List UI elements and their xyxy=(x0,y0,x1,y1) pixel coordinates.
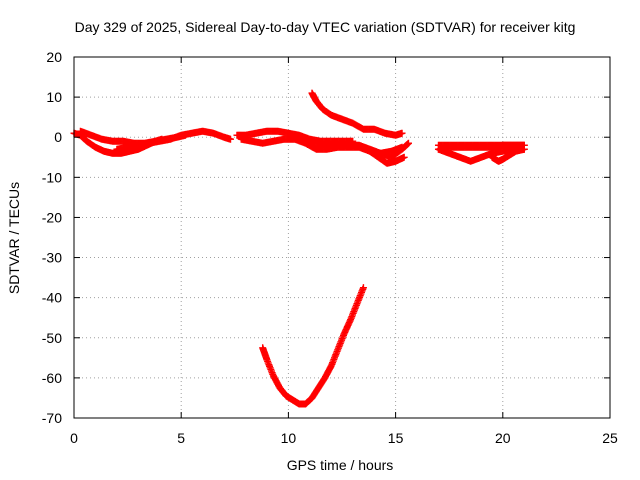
x-tick-label: 25 xyxy=(602,430,618,446)
y-tick-label: -50 xyxy=(42,330,62,346)
y-axis-label: SDTVAR / TECUs xyxy=(6,182,22,294)
y-tick-label: -40 xyxy=(42,290,62,306)
series-arc11 xyxy=(434,141,528,149)
series-arc7 xyxy=(366,147,408,167)
x-tick-label: 5 xyxy=(177,430,185,446)
y-tick-label: -10 xyxy=(42,169,62,185)
plot-area xyxy=(70,89,528,408)
y-tick-label: 10 xyxy=(46,89,62,105)
x-axis-label: GPS time / hours xyxy=(287,457,394,473)
x-tick-label: 0 xyxy=(70,430,78,446)
series-arc13 xyxy=(488,145,528,165)
series-arc3 xyxy=(113,127,235,153)
data-point xyxy=(359,284,367,292)
grid xyxy=(74,57,610,418)
x-tick-label: 10 xyxy=(281,430,297,446)
chart-title: Day 329 of 2025, Sidereal Day-to-day VTE… xyxy=(75,19,576,35)
series-arc8 xyxy=(308,89,406,139)
series-arc12 xyxy=(434,145,528,165)
data-point xyxy=(404,139,412,147)
series-arc9 xyxy=(259,284,367,408)
y-tick-label: -20 xyxy=(42,209,62,225)
y-tick-label: 0 xyxy=(54,129,62,145)
x-tick-label: 20 xyxy=(495,430,511,446)
data-point xyxy=(400,153,408,161)
y-tick-label: -70 xyxy=(42,410,62,426)
axis-ticks: 0 5 10 15 20 25 -70 -60 -50 -40 -30 -20 -10 0 10 20 xyxy=(42,49,618,446)
x-tick-label: 15 xyxy=(388,430,404,446)
y-tick-label: 20 xyxy=(46,49,62,65)
data-point xyxy=(227,135,235,143)
series-arc4 xyxy=(233,127,357,145)
data-point xyxy=(520,145,528,153)
data-point xyxy=(398,129,406,137)
y-tick-label: -30 xyxy=(42,250,62,266)
y-tick-label: -60 xyxy=(42,370,62,386)
plot-frame xyxy=(73,56,611,419)
